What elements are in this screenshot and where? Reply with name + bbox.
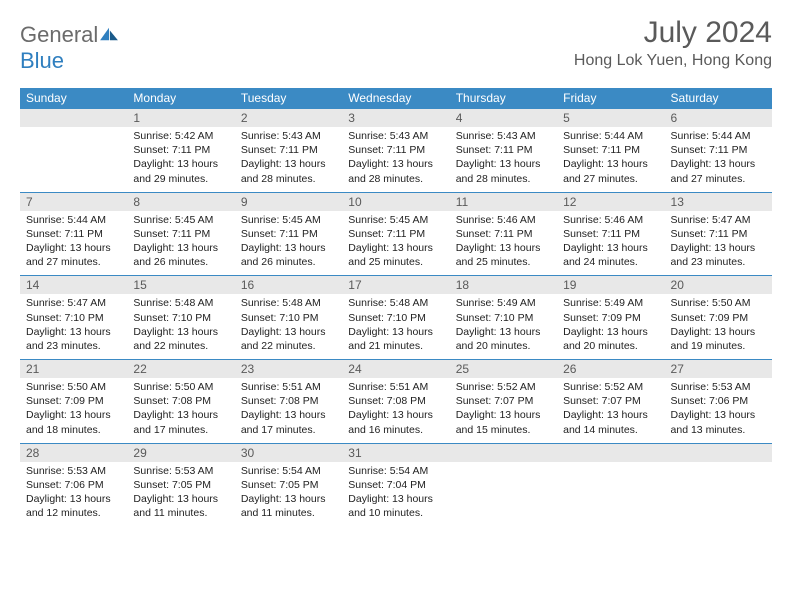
day-content-cell: Sunrise: 5:46 AMSunset: 7:11 PMDaylight:… <box>557 211 664 276</box>
day-number-cell: 17 <box>342 276 449 295</box>
day-content-cell: Sunrise: 5:45 AMSunset: 7:11 PMDaylight:… <box>342 211 449 276</box>
day-number-cell: 11 <box>450 192 557 211</box>
day-content-cell: Sunrise: 5:48 AMSunset: 7:10 PMDaylight:… <box>127 294 234 359</box>
day-header-monday: Monday <box>127 88 234 109</box>
sail-icon <box>98 26 120 42</box>
day-number-cell: 13 <box>665 192 772 211</box>
day-content-cell: Sunrise: 5:44 AMSunset: 7:11 PMDaylight:… <box>557 127 664 192</box>
brand-name-a: General <box>20 22 98 47</box>
day-number-cell <box>665 443 772 462</box>
day-number-cell: 18 <box>450 276 557 295</box>
day-content-cell: Sunrise: 5:44 AMSunset: 7:11 PMDaylight:… <box>665 127 772 192</box>
day-number-cell <box>557 443 664 462</box>
day-number-cell: 22 <box>127 360 234 379</box>
brand-logo: GeneralBlue <box>20 16 120 74</box>
brand-name: GeneralBlue <box>20 22 120 74</box>
week-4-daynum-row: 28293031 <box>20 443 772 462</box>
week-2-daynum-row: 14151617181920 <box>20 276 772 295</box>
day-header-wednesday: Wednesday <box>342 88 449 109</box>
day-number-cell: 2 <box>235 109 342 128</box>
day-number-cell: 19 <box>557 276 664 295</box>
day-content-cell <box>557 462 664 527</box>
day-number-cell: 30 <box>235 443 342 462</box>
day-content-cell <box>450 462 557 527</box>
day-content-cell: Sunrise: 5:49 AMSunset: 7:10 PMDaylight:… <box>450 294 557 359</box>
header: GeneralBlue July 2024 Hong Lok Yuen, Hon… <box>20 16 772 74</box>
day-content-cell: Sunrise: 5:48 AMSunset: 7:10 PMDaylight:… <box>342 294 449 359</box>
day-number-cell <box>20 109 127 128</box>
day-number-cell: 7 <box>20 192 127 211</box>
day-number-cell: 29 <box>127 443 234 462</box>
day-number-cell: 4 <box>450 109 557 128</box>
day-number-cell: 1 <box>127 109 234 128</box>
day-number-cell: 8 <box>127 192 234 211</box>
day-number-cell: 6 <box>665 109 772 128</box>
day-content-cell: Sunrise: 5:50 AMSunset: 7:09 PMDaylight:… <box>665 294 772 359</box>
calendar-table: SundayMondayTuesdayWednesdayThursdayFrid… <box>20 88 772 526</box>
day-number-cell: 26 <box>557 360 664 379</box>
day-number-cell: 5 <box>557 109 664 128</box>
day-header-row: SundayMondayTuesdayWednesdayThursdayFrid… <box>20 88 772 109</box>
day-content-cell: Sunrise: 5:44 AMSunset: 7:11 PMDaylight:… <box>20 211 127 276</box>
day-number-cell: 3 <box>342 109 449 128</box>
day-number-cell: 31 <box>342 443 449 462</box>
location: Hong Lok Yuen, Hong Kong <box>574 52 772 70</box>
day-content-cell: Sunrise: 5:45 AMSunset: 7:11 PMDaylight:… <box>235 211 342 276</box>
day-header-sunday: Sunday <box>20 88 127 109</box>
day-number-cell: 21 <box>20 360 127 379</box>
day-number-cell: 20 <box>665 276 772 295</box>
day-content-cell: Sunrise: 5:47 AMSunset: 7:11 PMDaylight:… <box>665 211 772 276</box>
week-3-content-row: Sunrise: 5:50 AMSunset: 7:09 PMDaylight:… <box>20 378 772 443</box>
day-header-thursday: Thursday <box>450 88 557 109</box>
day-number-cell: 15 <box>127 276 234 295</box>
day-content-cell: Sunrise: 5:53 AMSunset: 7:06 PMDaylight:… <box>665 378 772 443</box>
day-content-cell: Sunrise: 5:54 AMSunset: 7:04 PMDaylight:… <box>342 462 449 527</box>
day-number-cell: 16 <box>235 276 342 295</box>
day-content-cell: Sunrise: 5:52 AMSunset: 7:07 PMDaylight:… <box>450 378 557 443</box>
day-number-cell: 25 <box>450 360 557 379</box>
day-content-cell: Sunrise: 5:43 AMSunset: 7:11 PMDaylight:… <box>450 127 557 192</box>
day-number-cell: 28 <box>20 443 127 462</box>
day-content-cell: Sunrise: 5:43 AMSunset: 7:11 PMDaylight:… <box>235 127 342 192</box>
week-3-daynum-row: 21222324252627 <box>20 360 772 379</box>
week-1-daynum-row: 78910111213 <box>20 192 772 211</box>
week-1-content-row: Sunrise: 5:44 AMSunset: 7:11 PMDaylight:… <box>20 211 772 276</box>
day-content-cell: Sunrise: 5:52 AMSunset: 7:07 PMDaylight:… <box>557 378 664 443</box>
day-number-cell: 14 <box>20 276 127 295</box>
day-number-cell <box>450 443 557 462</box>
day-content-cell: Sunrise: 5:51 AMSunset: 7:08 PMDaylight:… <box>235 378 342 443</box>
week-0-content-row: Sunrise: 5:42 AMSunset: 7:11 PMDaylight:… <box>20 127 772 192</box>
title-block: July 2024 Hong Lok Yuen, Hong Kong <box>574 16 772 70</box>
day-content-cell <box>665 462 772 527</box>
week-2-content-row: Sunrise: 5:47 AMSunset: 7:10 PMDaylight:… <box>20 294 772 359</box>
week-0-daynum-row: 123456 <box>20 109 772 128</box>
day-content-cell: Sunrise: 5:46 AMSunset: 7:11 PMDaylight:… <box>450 211 557 276</box>
day-content-cell: Sunrise: 5:49 AMSunset: 7:09 PMDaylight:… <box>557 294 664 359</box>
day-content-cell: Sunrise: 5:48 AMSunset: 7:10 PMDaylight:… <box>235 294 342 359</box>
day-content-cell: Sunrise: 5:45 AMSunset: 7:11 PMDaylight:… <box>127 211 234 276</box>
day-content-cell: Sunrise: 5:53 AMSunset: 7:05 PMDaylight:… <box>127 462 234 527</box>
day-number-cell: 27 <box>665 360 772 379</box>
day-header-tuesday: Tuesday <box>235 88 342 109</box>
day-number-cell: 24 <box>342 360 449 379</box>
day-content-cell: Sunrise: 5:42 AMSunset: 7:11 PMDaylight:… <box>127 127 234 192</box>
month-title: July 2024 <box>574 16 772 50</box>
day-number-cell: 12 <box>557 192 664 211</box>
day-content-cell: Sunrise: 5:47 AMSunset: 7:10 PMDaylight:… <box>20 294 127 359</box>
day-content-cell: Sunrise: 5:50 AMSunset: 7:09 PMDaylight:… <box>20 378 127 443</box>
day-number-cell: 9 <box>235 192 342 211</box>
day-content-cell: Sunrise: 5:53 AMSunset: 7:06 PMDaylight:… <box>20 462 127 527</box>
day-content-cell: Sunrise: 5:50 AMSunset: 7:08 PMDaylight:… <box>127 378 234 443</box>
day-header-saturday: Saturday <box>665 88 772 109</box>
day-content-cell: Sunrise: 5:43 AMSunset: 7:11 PMDaylight:… <box>342 127 449 192</box>
day-number-cell: 10 <box>342 192 449 211</box>
day-content-cell <box>20 127 127 192</box>
day-content-cell: Sunrise: 5:54 AMSunset: 7:05 PMDaylight:… <box>235 462 342 527</box>
day-content-cell: Sunrise: 5:51 AMSunset: 7:08 PMDaylight:… <box>342 378 449 443</box>
day-number-cell: 23 <box>235 360 342 379</box>
brand-name-b: Blue <box>20 48 64 73</box>
week-4-content-row: Sunrise: 5:53 AMSunset: 7:06 PMDaylight:… <box>20 462 772 527</box>
day-header-friday: Friday <box>557 88 664 109</box>
